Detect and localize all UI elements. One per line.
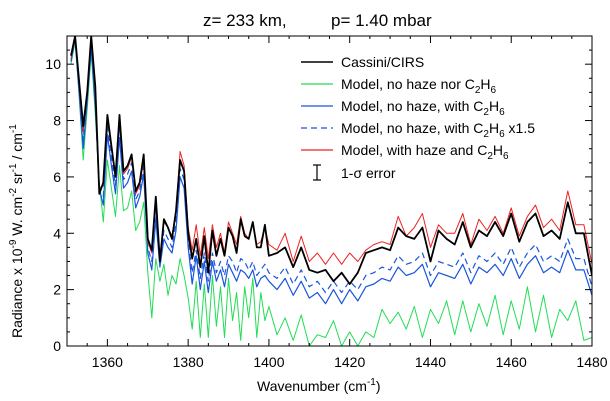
y-tick-label-4: 4	[53, 225, 61, 241]
chart-title-pressure: p= 1.40 mbar	[331, 11, 432, 30]
legend-item-no-haze-with-c2h6-x1.5: Model, no haze, with C2H6 x1.5	[301, 120, 535, 140]
legend: Cassini/CIRS Model, no haze nor C2H6 Mod…	[301, 54, 535, 181]
legend-label-with-haze-and-c2h6: Model, with haze and C2H6	[341, 142, 509, 162]
y-axis-label-exp4: -1	[8, 124, 19, 133]
y-axis-label: Radiance x 10-9 W. cm-2 sr-1 / cm-1	[8, 124, 25, 338]
x-axis-label: Wavenumber (cm-1)	[257, 377, 381, 394]
y-tick-label-6: 6	[53, 169, 61, 185]
y-axis-label-exp1: -9	[8, 239, 19, 248]
x-tick-label-1420: 1420	[334, 354, 365, 370]
ticks-layer: 1360 1380 1400 1420 1440 1460 1480 0 2 4 6 8 10	[45, 36, 608, 370]
error-bar-icon	[313, 164, 321, 181]
x-tick-label-1460: 1460	[496, 354, 527, 370]
legend-item-1-sigma-error: 1-σ error	[313, 164, 396, 181]
series-line-1	[70, 41, 592, 346]
y-tick-label-2: 2	[53, 282, 61, 298]
series-layer	[70, 36, 592, 346]
y-axis-label-mid: W. cm	[9, 197, 25, 240]
x-tick-label-1440: 1440	[415, 354, 446, 370]
y-axis-label-exp3: -1	[8, 163, 19, 172]
y-tick-label-8: 8	[53, 113, 61, 129]
x-axis-label-base: Wavenumber (cm	[257, 378, 367, 394]
y-axis-label-prefix: Radiance x 10	[9, 248, 25, 338]
y-axis-label-exp2: -2	[8, 187, 19, 196]
legend-item-cassini-cirs: Cassini/CIRS	[301, 54, 424, 70]
y-tick-label-10: 10	[45, 56, 61, 72]
legend-item-no-haze-nor-c2h6: Model, no haze nor C2H6	[301, 76, 497, 96]
legend-item-no-haze-with-c2h6: Model, no haze, with C2H6	[301, 98, 505, 118]
x-tick-label-1480: 1480	[576, 354, 607, 370]
x-tick-label-1360: 1360	[92, 354, 123, 370]
legend-label-no-haze-with-c2h6-x1.5: Model, no haze, with C2H6 x1.5	[341, 120, 535, 140]
legend-item-with-haze-and-c2h6: Model, with haze and C2H6	[301, 142, 509, 162]
x-tick-label-1400: 1400	[253, 354, 284, 370]
legend-label-cassini-cirs: Cassini/CIRS	[341, 54, 424, 70]
series-line-2	[70, 38, 592, 305]
legend-label-1-sigma-error: 1-σ error	[341, 165, 396, 181]
series-line-3	[70, 38, 592, 294]
y-tick-label-0: 0	[53, 338, 61, 354]
chart-title-altitude: z= 233 km,	[203, 11, 287, 30]
x-tick-label-1380: 1380	[173, 354, 204, 370]
series-line-0	[70, 36, 592, 285]
y-axis-label-mid3: / cm	[9, 133, 25, 163]
y-axis-label-mid2: sr	[9, 172, 25, 188]
legend-label-no-haze-with-c2h6: Model, no haze, with C2H6	[341, 98, 505, 118]
legend-label-no-haze-nor-c2h6: Model, no haze nor C2H6	[341, 76, 497, 96]
x-axis-label-end: )	[376, 378, 381, 394]
x-axis-label-sup: -1	[367, 377, 376, 388]
